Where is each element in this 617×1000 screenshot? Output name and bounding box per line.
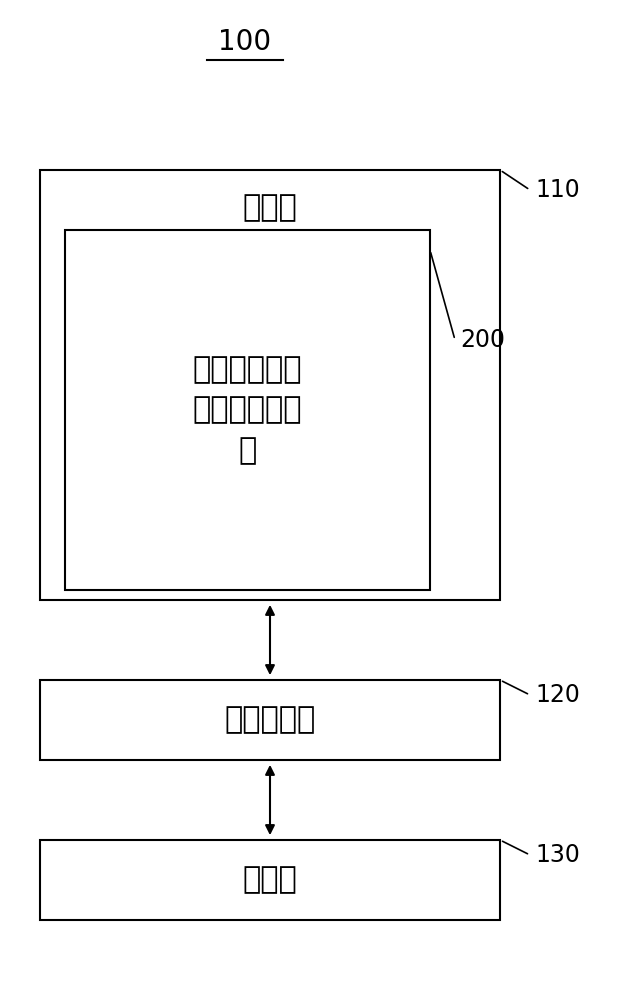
Text: 200: 200: [460, 328, 505, 352]
Text: 存储控制器: 存储控制器: [225, 706, 316, 734]
Bar: [40, 170, 500, 600]
Text: 100: 100: [218, 28, 271, 56]
Text: 低频振动位移
传感器组网装
置: 低频振动位移 传感器组网装 置: [193, 355, 302, 465]
Text: 110: 110: [535, 178, 580, 202]
Bar: [65, 230, 430, 590]
Text: 存储器: 存储器: [242, 194, 297, 223]
Text: 120: 120: [535, 683, 580, 707]
Bar: [40, 680, 500, 760]
Bar: [40, 840, 500, 920]
Text: 130: 130: [535, 843, 580, 867]
Text: 处理器: 处理器: [242, 865, 297, 894]
